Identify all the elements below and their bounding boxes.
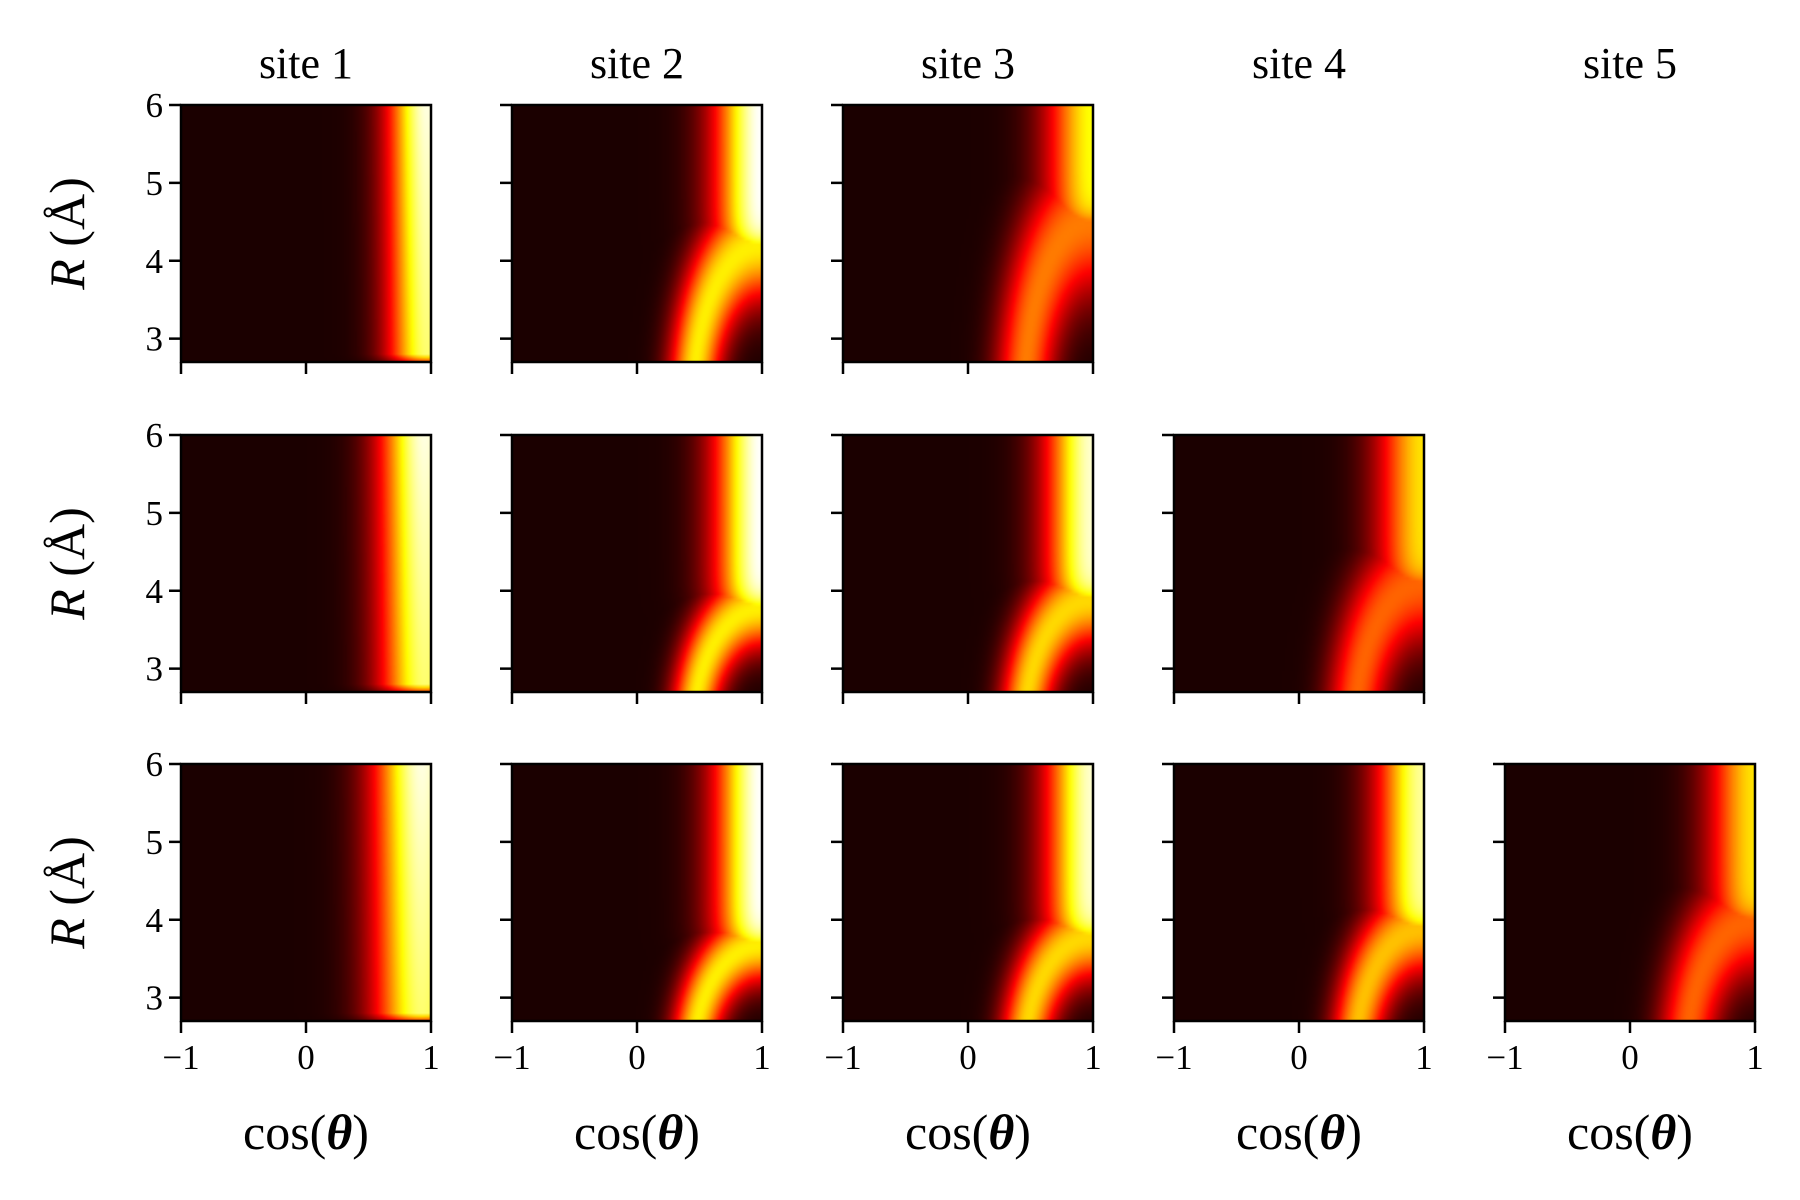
x-tick-label: 0	[1290, 1038, 1308, 1077]
heatmap-image	[843, 435, 1093, 692]
heatmap-panel-r1-c2	[500, 103, 764, 374]
heatmap-image	[181, 435, 431, 692]
x-axis-label: cos(θ)	[1567, 1104, 1693, 1160]
x-axis-label: cos(θ)	[905, 1104, 1031, 1160]
x-tick-label: 0	[628, 1038, 646, 1077]
heatmap-image	[512, 764, 762, 1021]
heatmap-image	[512, 435, 762, 692]
x-tick-label: −1	[1155, 1038, 1192, 1077]
y-tick-label: 5	[146, 823, 164, 862]
x-axis-label: cos(θ)	[243, 1104, 369, 1160]
y-tick-label: 3	[146, 979, 164, 1018]
column-title-site-2: site 2	[590, 39, 684, 88]
heatmap-image	[843, 764, 1093, 1021]
x-axis-label: cos(θ)	[1236, 1104, 1362, 1160]
heatmap-panel-r3-c5: −1 0 1 cos(θ)	[1486, 762, 1764, 1160]
heatmap-panel-r3-c4: −1 0 1 cos(θ)	[1155, 762, 1433, 1160]
heatmap-image	[181, 105, 431, 362]
y-tick-label: 5	[146, 494, 164, 533]
column-title-site-3: site 3	[921, 39, 1015, 88]
y-tick-label: 4	[146, 242, 164, 281]
x-tick-label: 0	[959, 1038, 977, 1077]
y-tick-label: 5	[146, 164, 164, 203]
x-tick-label: −1	[1486, 1038, 1523, 1077]
heatmap-panel-r3-c2: −1 0 1 cos(θ)	[493, 762, 771, 1160]
heatmap-panel-r2-c3	[831, 433, 1095, 704]
y-tick-label: 4	[146, 901, 164, 940]
y-axis-label: R (Å)	[39, 836, 95, 949]
heatmap-panel-r1-c3	[831, 103, 1095, 374]
y-axis-label: R (Å)	[39, 177, 95, 290]
heatmap-panel-r2-c4	[1162, 433, 1426, 704]
y-tick-label: 6	[146, 416, 164, 455]
y-axis-label: R (Å)	[39, 507, 95, 620]
x-tick-label: −1	[824, 1038, 861, 1077]
heatmap-image	[181, 764, 431, 1021]
heatmap-image	[1505, 764, 1755, 1021]
heatmap-image	[512, 105, 762, 362]
heatmap-panel-r2-c1: 3 4 5 6 R (Å)	[39, 416, 433, 704]
y-tick-label: 6	[146, 86, 164, 125]
heatmap-image	[1174, 435, 1424, 692]
y-tick-label: 6	[146, 745, 164, 784]
column-title-site-5: site 5	[1583, 39, 1677, 88]
y-tick-label: 4	[146, 572, 164, 611]
heatmap-panel-r3-c1: −1 0 1 3 4 5 6 cos(θ) R (Å)	[39, 745, 440, 1160]
x-tick-label: 1	[422, 1038, 440, 1077]
y-tick-label: 3	[146, 320, 164, 359]
x-tick-label: 0	[1621, 1038, 1639, 1077]
heatmap-panel-r1-c1: 3 4 5 6 R (Å)	[39, 86, 433, 374]
x-axis-label: cos(θ)	[574, 1104, 700, 1160]
x-tick-label: 1	[1746, 1038, 1764, 1077]
heatmap-image	[843, 105, 1093, 362]
x-tick-label: 1	[1415, 1038, 1433, 1077]
x-tick-label: 1	[753, 1038, 771, 1077]
heatmap-panel-r2-c2	[500, 433, 764, 704]
x-tick-label: 1	[1084, 1038, 1102, 1077]
column-title-site-1: site 1	[259, 39, 353, 88]
heatmap-panel-r3-c3: −1 0 1 cos(θ)	[824, 762, 1102, 1160]
x-tick-label: −1	[162, 1038, 199, 1077]
y-tick-label: 3	[146, 650, 164, 689]
x-tick-label: −1	[493, 1038, 530, 1077]
x-tick-label: 0	[297, 1038, 315, 1077]
heatmap-image	[1174, 764, 1424, 1021]
column-title-site-4: site 4	[1252, 39, 1346, 88]
